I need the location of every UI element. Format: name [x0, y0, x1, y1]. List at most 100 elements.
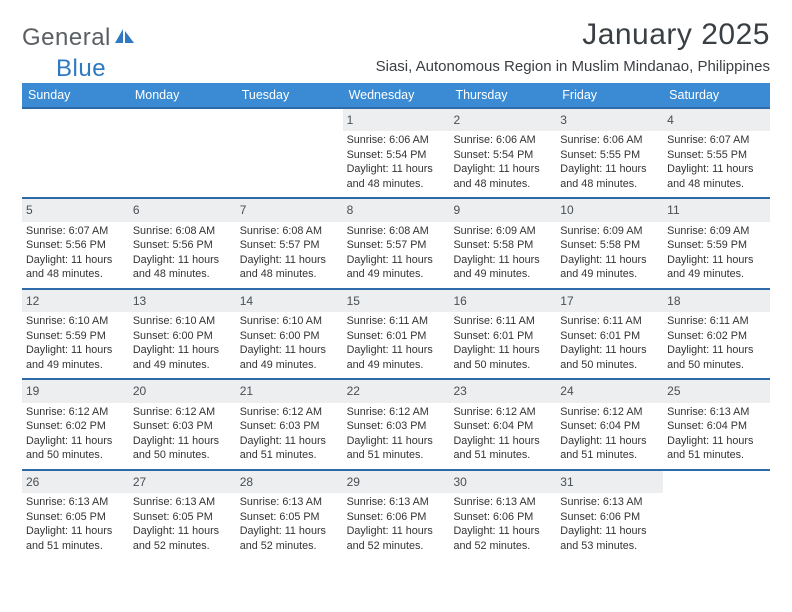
sunrise-line: Sunrise: 6:13 AM [240, 495, 339, 510]
day-number: 4 [663, 109, 770, 131]
sunset-line: Sunset: 5:56 PM [26, 238, 125, 253]
day-cell: 26Sunrise: 6:13 AMSunset: 6:05 PMDayligh… [22, 471, 129, 559]
day-number: 18 [663, 290, 770, 312]
day-cell: 19Sunrise: 6:12 AMSunset: 6:02 PMDayligh… [22, 380, 129, 468]
daylight-line: Daylight: 11 hours and 48 minutes. [453, 162, 552, 191]
day-body: Sunrise: 6:08 AMSunset: 5:57 PMDaylight:… [236, 222, 343, 288]
brand-part2: Blue [56, 55, 106, 83]
sunrise-line: Sunrise: 6:13 AM [560, 495, 659, 510]
day-cell: 9Sunrise: 6:09 AMSunset: 5:58 PMDaylight… [449, 199, 556, 287]
month-title: January 2025 [582, 18, 770, 52]
daylight-line: Daylight: 11 hours and 52 minutes. [240, 524, 339, 553]
day-body: Sunrise: 6:06 AMSunset: 5:54 PMDaylight:… [343, 131, 450, 197]
day-body: Sunrise: 6:13 AMSunset: 6:06 PMDaylight:… [343, 493, 450, 559]
day-number [236, 109, 343, 127]
day-body: Sunrise: 6:12 AMSunset: 6:02 PMDaylight:… [22, 403, 129, 469]
week-row: 1Sunrise: 6:06 AMSunset: 5:54 PMDaylight… [22, 107, 770, 197]
day-number: 28 [236, 471, 343, 493]
day-body: Sunrise: 6:09 AMSunset: 5:59 PMDaylight:… [663, 222, 770, 288]
day-body: Sunrise: 6:12 AMSunset: 6:03 PMDaylight:… [343, 403, 450, 469]
sunset-line: Sunset: 6:01 PM [453, 329, 552, 344]
day-body: Sunrise: 6:13 AMSunset: 6:06 PMDaylight:… [449, 493, 556, 559]
sunset-line: Sunset: 6:06 PM [560, 510, 659, 525]
day-number: 2 [449, 109, 556, 131]
daylight-line: Daylight: 11 hours and 50 minutes. [453, 343, 552, 372]
sunset-line: Sunset: 6:04 PM [453, 419, 552, 434]
sunset-line: Sunset: 6:06 PM [453, 510, 552, 525]
daylight-line: Daylight: 11 hours and 49 minutes. [240, 343, 339, 372]
daylight-line: Daylight: 11 hours and 51 minutes. [453, 434, 552, 463]
day-number: 3 [556, 109, 663, 131]
sunset-line: Sunset: 6:06 PM [347, 510, 446, 525]
day-number: 19 [22, 380, 129, 402]
day-body: Sunrise: 6:11 AMSunset: 6:01 PMDaylight:… [556, 312, 663, 378]
day-number: 26 [22, 471, 129, 493]
daylight-line: Daylight: 11 hours and 49 minutes. [347, 253, 446, 282]
sunset-line: Sunset: 6:01 PM [560, 329, 659, 344]
sunset-line: Sunset: 5:55 PM [560, 148, 659, 163]
day-number [129, 109, 236, 127]
dow-monday: Monday [129, 83, 236, 107]
sunrise-line: Sunrise: 6:10 AM [133, 314, 232, 329]
week-row: 12Sunrise: 6:10 AMSunset: 5:59 PMDayligh… [22, 288, 770, 378]
sunrise-line: Sunrise: 6:13 AM [133, 495, 232, 510]
day-number [663, 471, 770, 489]
daylight-line: Daylight: 11 hours and 49 minutes. [453, 253, 552, 282]
day-number: 23 [449, 380, 556, 402]
dow-friday: Friday [556, 83, 663, 107]
week-row: 26Sunrise: 6:13 AMSunset: 6:05 PMDayligh… [22, 469, 770, 559]
brand-sail-icon [113, 24, 135, 52]
day-number: 6 [129, 199, 236, 221]
sunrise-line: Sunrise: 6:11 AM [560, 314, 659, 329]
day-number: 27 [129, 471, 236, 493]
day-cell: 1Sunrise: 6:06 AMSunset: 5:54 PMDaylight… [343, 109, 450, 197]
sunset-line: Sunset: 5:59 PM [26, 329, 125, 344]
day-number: 15 [343, 290, 450, 312]
day-body: Sunrise: 6:13 AMSunset: 6:05 PMDaylight:… [22, 493, 129, 559]
sunrise-line: Sunrise: 6:12 AM [560, 405, 659, 420]
sunrise-line: Sunrise: 6:12 AM [240, 405, 339, 420]
sunrise-line: Sunrise: 6:10 AM [240, 314, 339, 329]
sunset-line: Sunset: 6:04 PM [560, 419, 659, 434]
daylight-line: Daylight: 11 hours and 49 minutes. [667, 253, 766, 282]
day-cell: 7Sunrise: 6:08 AMSunset: 5:57 PMDaylight… [236, 199, 343, 287]
daylight-line: Daylight: 11 hours and 50 minutes. [667, 343, 766, 372]
sunrise-line: Sunrise: 6:11 AM [453, 314, 552, 329]
day-cell: 28Sunrise: 6:13 AMSunset: 6:05 PMDayligh… [236, 471, 343, 559]
day-body: Sunrise: 6:07 AMSunset: 5:56 PMDaylight:… [22, 222, 129, 288]
sunrise-line: Sunrise: 6:06 AM [453, 133, 552, 148]
day-body: Sunrise: 6:09 AMSunset: 5:58 PMDaylight:… [449, 222, 556, 288]
day-body: Sunrise: 6:11 AMSunset: 6:01 PMDaylight:… [449, 312, 556, 378]
sunset-line: Sunset: 6:03 PM [133, 419, 232, 434]
day-cell: 25Sunrise: 6:13 AMSunset: 6:04 PMDayligh… [663, 380, 770, 468]
dow-saturday: Saturday [663, 83, 770, 107]
sunset-line: Sunset: 6:05 PM [26, 510, 125, 525]
sunset-line: Sunset: 5:54 PM [347, 148, 446, 163]
sunrise-line: Sunrise: 6:09 AM [560, 224, 659, 239]
day-body: Sunrise: 6:13 AMSunset: 6:05 PMDaylight:… [236, 493, 343, 559]
daylight-line: Daylight: 11 hours and 48 minutes. [560, 162, 659, 191]
day-number: 12 [22, 290, 129, 312]
daylight-line: Daylight: 11 hours and 48 minutes. [240, 253, 339, 282]
day-cell: 8Sunrise: 6:08 AMSunset: 5:57 PMDaylight… [343, 199, 450, 287]
day-number: 9 [449, 199, 556, 221]
dow-header-row: Sunday Monday Tuesday Wednesday Thursday… [22, 83, 770, 107]
day-number: 7 [236, 199, 343, 221]
day-cell: 18Sunrise: 6:11 AMSunset: 6:02 PMDayligh… [663, 290, 770, 378]
weeks-container: 1Sunrise: 6:06 AMSunset: 5:54 PMDaylight… [22, 107, 770, 559]
daylight-line: Daylight: 11 hours and 52 minutes. [347, 524, 446, 553]
day-body: Sunrise: 6:10 AMSunset: 5:59 PMDaylight:… [22, 312, 129, 378]
day-body: Sunrise: 6:11 AMSunset: 6:01 PMDaylight:… [343, 312, 450, 378]
sunset-line: Sunset: 5:59 PM [667, 238, 766, 253]
day-body: Sunrise: 6:10 AMSunset: 6:00 PMDaylight:… [236, 312, 343, 378]
day-cell: 20Sunrise: 6:12 AMSunset: 6:03 PMDayligh… [129, 380, 236, 468]
sunset-line: Sunset: 6:03 PM [240, 419, 339, 434]
daylight-line: Daylight: 11 hours and 49 minutes. [560, 253, 659, 282]
daylight-line: Daylight: 11 hours and 48 minutes. [26, 253, 125, 282]
day-cell: 14Sunrise: 6:10 AMSunset: 6:00 PMDayligh… [236, 290, 343, 378]
day-number: 21 [236, 380, 343, 402]
day-cell: 17Sunrise: 6:11 AMSunset: 6:01 PMDayligh… [556, 290, 663, 378]
sunrise-line: Sunrise: 6:12 AM [26, 405, 125, 420]
sunrise-line: Sunrise: 6:09 AM [667, 224, 766, 239]
day-body: Sunrise: 6:11 AMSunset: 6:02 PMDaylight:… [663, 312, 770, 378]
